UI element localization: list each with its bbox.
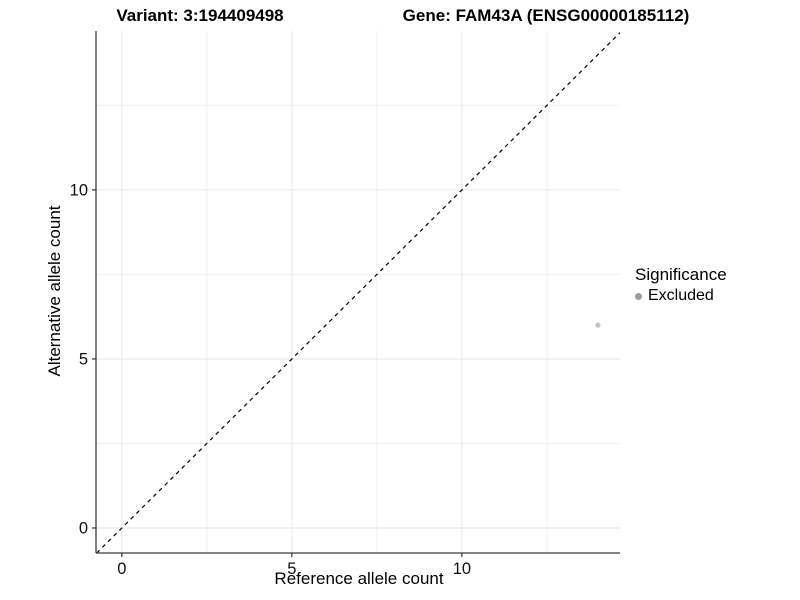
- legend-item-excluded: Excluded: [635, 287, 727, 305]
- x-tick-label: 0: [117, 560, 126, 578]
- identity-line: [96, 32, 621, 554]
- gene-title: Gene: FAM43A (ENSG00000185112): [402, 6, 690, 25]
- y-tick-label: 10: [70, 181, 88, 199]
- data-point: [595, 322, 601, 328]
- x-tick-label: 10: [453, 560, 471, 578]
- legend: Significance Excluded: [635, 265, 727, 305]
- y-tick-label: 5: [79, 350, 88, 368]
- y-axis-title: Alternative allele count: [45, 205, 64, 377]
- variant-title: Variant: 3:194409498: [116, 6, 284, 25]
- x-tick-label: 5: [287, 560, 296, 578]
- legend-item-label: Excluded: [648, 287, 714, 304]
- y-tick-label: 0: [79, 519, 88, 537]
- excluded-marker-icon: [635, 292, 642, 300]
- x-axis-title: Reference allele count: [274, 569, 444, 588]
- legend-title: Significance: [635, 265, 727, 284]
